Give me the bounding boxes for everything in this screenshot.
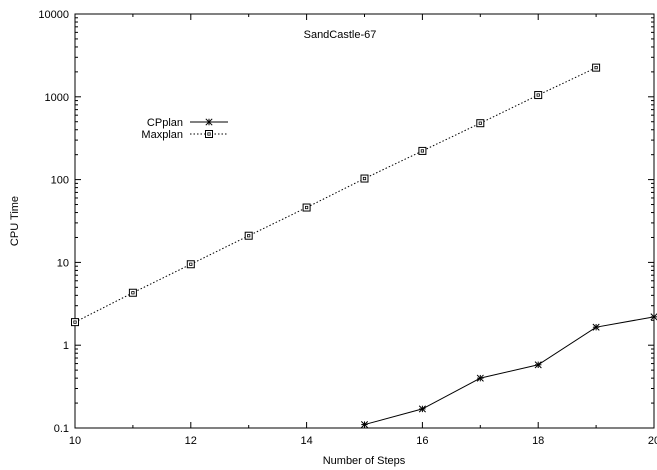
marker-stroke xyxy=(418,405,426,413)
data-point-maxplan xyxy=(534,91,543,100)
marker-outer xyxy=(592,63,601,72)
marker-inner xyxy=(536,93,540,97)
data-point-maxplan xyxy=(244,231,253,240)
legend-marker-maxplan xyxy=(205,130,213,138)
marker-stroke xyxy=(650,313,657,321)
legend-label-maxplan: Maxplan xyxy=(141,129,183,141)
marker-inner xyxy=(304,205,309,210)
data-point-cpplan xyxy=(650,313,657,321)
marker-outer xyxy=(476,119,485,128)
marker-inner xyxy=(131,291,135,295)
data-point-cpplan xyxy=(418,405,426,413)
series-line-maxplan xyxy=(74,67,597,323)
x-tick-label: 10 xyxy=(69,435,81,447)
legend-label-cpplan: CPplan xyxy=(147,117,183,129)
data-point-cpplan xyxy=(476,374,484,382)
y-tick-label: 0.1 xyxy=(54,423,69,435)
marker-stroke xyxy=(476,374,484,382)
plot-frame xyxy=(74,13,655,429)
marker-outer xyxy=(534,91,543,100)
series-cpplan xyxy=(360,313,657,429)
data-point-maxplan xyxy=(302,203,311,212)
data-point-maxplan xyxy=(186,260,195,269)
x-tick-label: 16 xyxy=(416,435,428,447)
data-point-maxplan xyxy=(71,318,79,327)
legend-marker-cpplan xyxy=(205,118,213,126)
marker-inner xyxy=(189,262,193,266)
marker-outer xyxy=(128,288,137,297)
marker-outer xyxy=(360,174,369,183)
series-layer xyxy=(71,63,657,429)
marker-outer xyxy=(302,203,311,212)
marker-stroke xyxy=(360,421,369,429)
marker-inner xyxy=(420,149,425,153)
data-point-cpplan xyxy=(360,421,369,429)
x-tick-label: 12 xyxy=(185,435,197,447)
chart-title: SandCastle-67 xyxy=(304,29,377,41)
marker-inner xyxy=(594,66,598,70)
marker-stroke xyxy=(592,323,600,331)
marker-outer xyxy=(186,260,195,269)
series-maxplan xyxy=(71,63,601,327)
y-tick-label: 1 xyxy=(63,340,69,352)
marker-outer xyxy=(244,231,253,240)
marker-outer xyxy=(205,130,213,138)
marker-inner xyxy=(362,176,367,181)
data-point-cpplan xyxy=(592,323,600,331)
y-tick-label: 100 xyxy=(51,175,69,187)
y-tick-label: 10000 xyxy=(38,9,69,21)
marker-outer xyxy=(71,318,79,327)
marker-outer xyxy=(418,146,427,155)
data-point-maxplan xyxy=(128,288,137,297)
y-axis-label: CPU Time xyxy=(9,196,21,246)
data-point-maxplan xyxy=(418,146,427,155)
data-point-maxplan xyxy=(476,119,485,128)
marker-inner xyxy=(73,320,77,324)
x-tick-label: 14 xyxy=(300,435,312,447)
data-point-maxplan xyxy=(592,63,601,72)
marker-stroke xyxy=(534,361,542,369)
series-line-cpplan xyxy=(364,316,655,426)
axis-ticks: 10 12 14 16 18 20 0.1 1 10 100 1000 10000 xyxy=(38,9,657,447)
marker-inner xyxy=(478,121,482,125)
marker-inner xyxy=(247,234,251,238)
x-tick-label: 18 xyxy=(532,435,544,447)
y-tick-label: 1000 xyxy=(45,92,69,104)
y-tick-label: 10 xyxy=(57,257,69,269)
x-tick-label: 20 xyxy=(648,435,657,447)
x-axis-label: Number of Steps xyxy=(323,455,406,467)
marker-inner xyxy=(207,132,211,136)
data-point-cpplan xyxy=(534,361,542,369)
marker-stroke xyxy=(205,118,213,126)
data-point-maxplan xyxy=(360,174,369,183)
